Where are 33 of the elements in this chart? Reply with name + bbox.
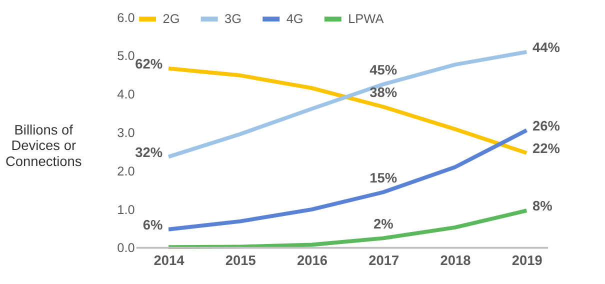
y-axis-title: Billions of Devices or Connections: [6, 122, 82, 169]
legend-label: 2G: [162, 11, 180, 26]
annotation: 32%: [135, 144, 163, 160]
line-series: [166, 66, 529, 155]
annotation: 44%: [532, 40, 560, 55]
y-tick-label: 1.0: [117, 202, 135, 217]
y-tick-label: 6.0: [117, 10, 135, 25]
annotation: 26%: [532, 118, 560, 134]
annotation: 38%: [370, 85, 398, 100]
x-tick-label: 2017: [368, 252, 400, 268]
y-tick-label: 0.0: [117, 240, 135, 256]
annotation: 8%: [532, 198, 552, 214]
legend-label: 3G: [224, 11, 242, 26]
y-tick-label: 3.0: [117, 125, 135, 140]
y-tick-label: 5.0: [117, 48, 135, 64]
annotation: 22%: [532, 140, 560, 156]
line-series: [166, 128, 529, 232]
annotation: 45%: [370, 62, 398, 78]
x-tick-label: 2016: [296, 252, 328, 268]
line-series: [166, 50, 529, 159]
x-tick-label: 2014: [154, 252, 185, 268]
legend-label: 4G: [286, 11, 304, 26]
annotation: 6%: [142, 217, 163, 232]
x-tick-label: 2019: [512, 252, 543, 268]
y-tick-label: 2.0: [117, 163, 135, 178]
annotation: 15%: [370, 170, 398, 186]
y-tick-label: 4.0: [117, 86, 135, 102]
legend-label: LPWA: [348, 11, 384, 26]
line-series: [166, 208, 529, 250]
x-tick-label: 2018: [440, 252, 472, 268]
annotation: 62%: [135, 56, 163, 72]
x-tick-label: 2015: [225, 252, 256, 268]
annotation: 2%: [373, 216, 394, 232]
